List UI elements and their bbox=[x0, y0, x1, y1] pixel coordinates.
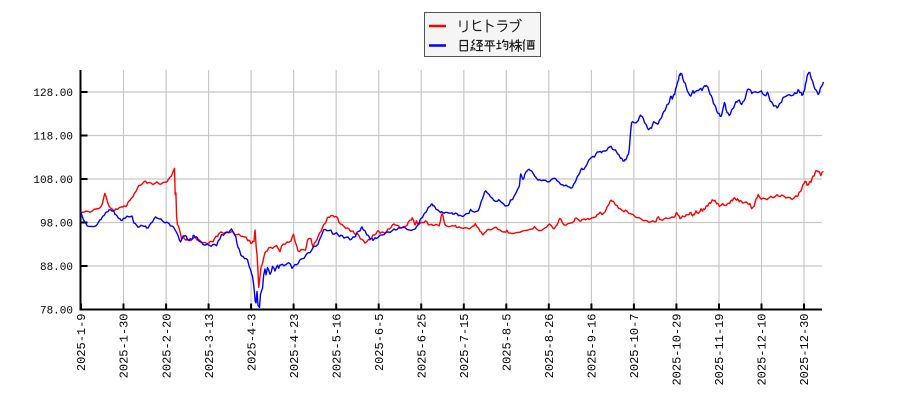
svg-text:2025-2-20: 2025-2-20 bbox=[160, 314, 174, 379]
svg-text:2025-1-30: 2025-1-30 bbox=[118, 314, 132, 379]
svg-text:2025-6-5: 2025-6-5 bbox=[373, 314, 387, 372]
svg-text:2025-8-5: 2025-8-5 bbox=[501, 314, 515, 372]
svg-text:128.00: 128.00 bbox=[33, 88, 73, 100]
svg-text:2025-11-19: 2025-11-19 bbox=[713, 314, 727, 386]
svg-text:2025-4-23: 2025-4-23 bbox=[288, 314, 302, 379]
svg-text:108.00: 108.00 bbox=[33, 175, 73, 187]
svg-text:2025-10-29: 2025-10-29 bbox=[671, 314, 685, 386]
svg-text:2025-5-16: 2025-5-16 bbox=[330, 314, 344, 379]
svg-text:98.00: 98.00 bbox=[40, 218, 73, 230]
svg-text:2025-3-13: 2025-3-13 bbox=[203, 314, 217, 379]
svg-text:2025-9-16: 2025-9-16 bbox=[586, 314, 600, 379]
svg-text:2025-1-9: 2025-1-9 bbox=[75, 314, 89, 372]
svg-text:2025-12-30: 2025-12-30 bbox=[798, 314, 812, 386]
svg-text:88.00: 88.00 bbox=[40, 262, 73, 274]
svg-text:2025-7-15: 2025-7-15 bbox=[458, 314, 472, 379]
svg-text:78.00: 78.00 bbox=[40, 305, 73, 317]
svg-text:2025-10-7: 2025-10-7 bbox=[628, 314, 642, 379]
svg-text:2025-12-10: 2025-12-10 bbox=[756, 314, 770, 386]
svg-text:118.00: 118.00 bbox=[33, 131, 73, 143]
svg-text:2025-8-26: 2025-8-26 bbox=[543, 314, 557, 379]
svg-text:2025-6-25: 2025-6-25 bbox=[415, 314, 429, 379]
svg-text:2025-4-3: 2025-4-3 bbox=[245, 314, 259, 372]
